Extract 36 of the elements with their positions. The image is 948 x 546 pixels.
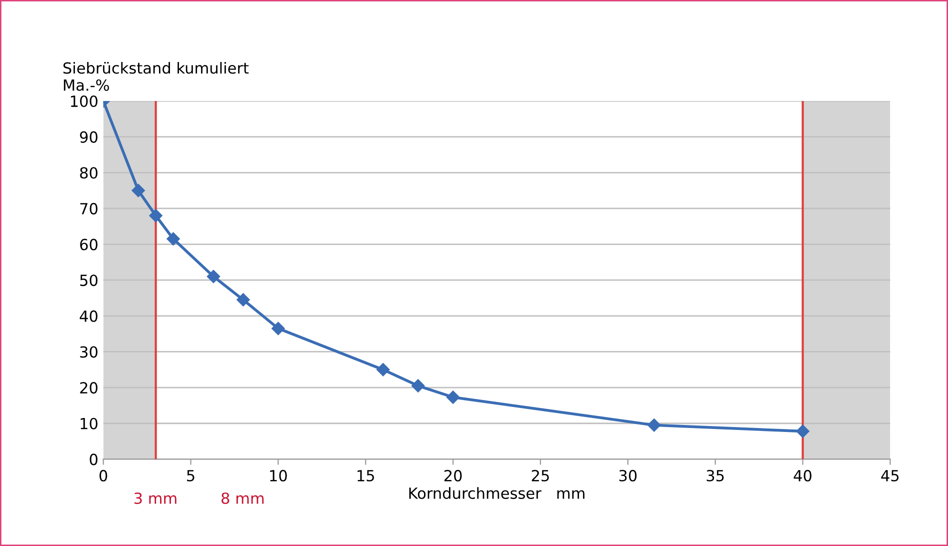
y-tick-label: 20 (80, 382, 98, 394)
point (411, 379, 425, 392)
y-tick-label: 90 (80, 131, 98, 143)
x-tick-label: 30 (619, 470, 637, 482)
y-axis-title: Siebrückstand kumuliert Ma.-% (63, 62, 249, 91)
x-tick-label: 35 (706, 470, 724, 482)
text: 8 mm (222, 492, 264, 504)
text: 3 mm (134, 492, 176, 504)
point (132, 184, 145, 198)
y-tick-label: 70 (80, 202, 98, 214)
x-tick-label: 40 (794, 470, 812, 482)
x-axis-title: Korndurchmesser mm (409, 487, 584, 499)
x-tick-label: 25 (532, 470, 549, 482)
point (149, 209, 162, 222)
x-tick-label: 15 (358, 470, 374, 482)
y-tick-label: 60 (80, 238, 98, 250)
x-tick-label: 5 (187, 470, 194, 482)
y-tick-label: 80 (80, 167, 98, 179)
point (166, 232, 180, 246)
point (376, 363, 390, 376)
x-tick-label: 20 (444, 470, 462, 482)
y-tick-label: 100 (70, 95, 98, 108)
x-tick-label: 45 (881, 470, 899, 482)
y-tick-label: 30 (80, 346, 98, 358)
y-tick-label: 40 (80, 310, 98, 322)
point (206, 270, 220, 284)
x-tick-label: 10 (270, 470, 287, 482)
point (272, 322, 285, 336)
y-tick-label: 0 (90, 454, 98, 466)
x-tick-label: 0 (99, 470, 108, 482)
point (796, 424, 810, 438)
y-tick-label: 10 (80, 418, 98, 430)
point (648, 418, 661, 432)
point (446, 390, 460, 404)
point (236, 293, 250, 306)
y-tick-label: 50 (80, 274, 98, 286)
